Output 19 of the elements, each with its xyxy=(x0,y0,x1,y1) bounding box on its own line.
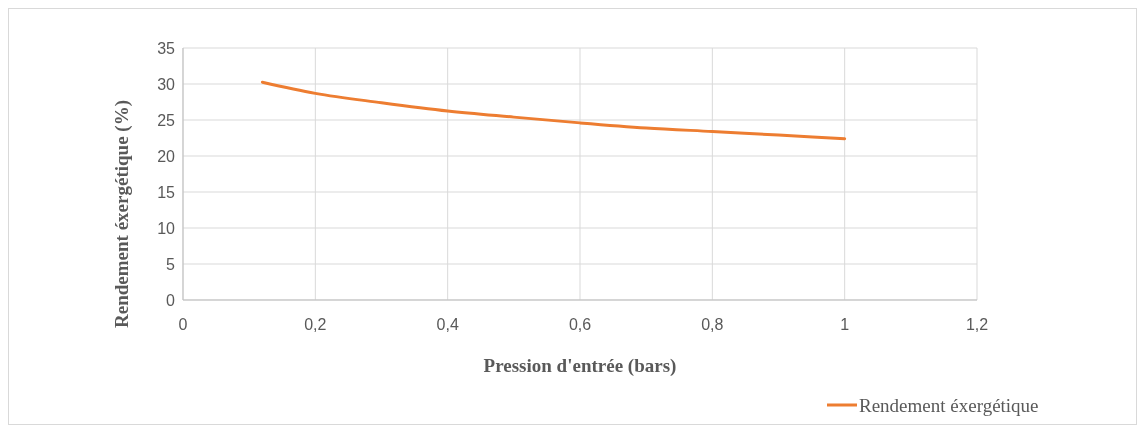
y-tick-label: 25 xyxy=(157,111,176,129)
x-tick-label: 1,2 xyxy=(965,316,989,333)
y-tick-label: 20 xyxy=(157,147,176,165)
x-tick-label: 0,8 xyxy=(701,316,724,333)
legend-label: Rendement éxergétique xyxy=(859,394,1039,416)
x-tick-label: 0,4 xyxy=(436,316,459,333)
y-tick-label: 5 xyxy=(166,255,176,273)
x-axis-title: Pression d'entrée (bars) xyxy=(483,355,677,377)
y-tick-label: 15 xyxy=(157,183,176,201)
line-series xyxy=(260,80,847,141)
y-tick-label: 0 xyxy=(166,291,176,309)
x-tick-label: 0 xyxy=(178,316,188,333)
x-tick-label: 1 xyxy=(840,316,850,333)
x-tick-label: 0,6 xyxy=(568,316,592,333)
x-tick-label: 0,2 xyxy=(304,316,327,333)
y-axis-title: Rendement éxergétique (%) xyxy=(111,100,133,328)
y-tick-label: 30 xyxy=(157,75,176,93)
y-tick-label: 35 xyxy=(157,39,176,57)
y-tick-label: 10 xyxy=(157,219,176,237)
